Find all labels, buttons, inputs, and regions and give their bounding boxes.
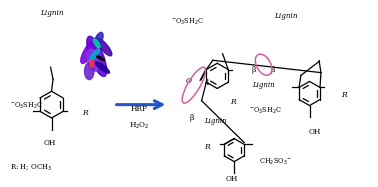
Text: R: R: [230, 98, 236, 106]
Text: β: β: [189, 114, 194, 122]
Text: R: H; OCH$_3$: R: H; OCH$_3$: [10, 162, 53, 172]
Text: R: R: [342, 91, 347, 99]
Ellipse shape: [93, 39, 100, 48]
Ellipse shape: [87, 49, 99, 71]
Text: Lignin: Lignin: [252, 81, 275, 89]
Text: R: R: [82, 109, 87, 117]
Text: $^{-}$O$_3$SH$_2$C: $^{-}$O$_3$SH$_2$C: [171, 17, 204, 27]
Ellipse shape: [97, 56, 104, 60]
Text: O: O: [185, 76, 191, 85]
Ellipse shape: [87, 36, 107, 76]
Text: CH$_2$SO$_3$$^{-}$: CH$_2$SO$_3$$^{-}$: [259, 157, 291, 167]
Ellipse shape: [90, 60, 94, 68]
Text: Lignin: Lignin: [40, 9, 63, 17]
Text: 4: 4: [204, 79, 209, 87]
Ellipse shape: [90, 49, 99, 60]
Text: H$_2$O$_2$: H$_2$O$_2$: [129, 121, 149, 131]
Text: OH: OH: [309, 128, 321, 136]
Ellipse shape: [94, 32, 103, 47]
Ellipse shape: [85, 63, 94, 80]
Text: β: β: [252, 66, 256, 74]
Text: β: β: [271, 66, 275, 74]
Ellipse shape: [95, 62, 110, 73]
Text: $^{-}$O$_3$SH$_2$C: $^{-}$O$_3$SH$_2$C: [249, 106, 282, 116]
Text: R: R: [204, 143, 210, 151]
Text: Lignin: Lignin: [204, 117, 227, 125]
Text: OH: OH: [226, 175, 239, 183]
Text: HRP: HRP: [130, 105, 147, 113]
Text: Lignin: Lignin: [274, 12, 298, 20]
Text: $^{-}$O$_3$SH$_2$C: $^{-}$O$_3$SH$_2$C: [10, 100, 43, 111]
Ellipse shape: [97, 38, 112, 56]
Ellipse shape: [81, 38, 98, 63]
Text: OH: OH: [43, 139, 56, 147]
